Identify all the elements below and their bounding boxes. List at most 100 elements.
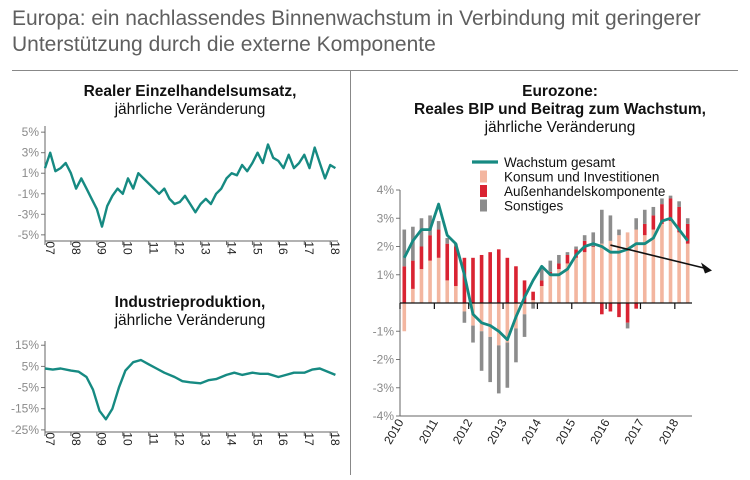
gdp-chart-subtitle: Reales BIP und Beitrag zum Wachstum, (414, 101, 706, 118)
retail-ytick-label: -3% (18, 207, 40, 221)
industry-ytick-label: 15% (15, 338, 39, 352)
gdp-xtick-label: 2012 (450, 416, 476, 446)
industry-ytick-label: -5% (18, 381, 40, 395)
gdp-bar-consumption (454, 286, 458, 303)
gdp-bar-consumption (557, 269, 561, 303)
gdp-bar-external (505, 257, 510, 303)
gdp-bar-other (565, 252, 570, 255)
gdp-bar-external (600, 303, 604, 315)
gdp-bar-other (642, 209, 647, 224)
gdp-bar-external (522, 280, 527, 303)
gdp-bar-external (660, 204, 664, 224)
industry-xtick-label: 10 (121, 432, 135, 446)
gdp-bar-consumption (428, 260, 432, 303)
gdp-bar-other (617, 229, 621, 236)
gdp-bar-consumption (411, 288, 415, 303)
gdp-bar-consumption (591, 246, 596, 303)
industry-xtick-label: 13 (198, 432, 212, 446)
gdp-bar-external (565, 254, 570, 264)
gdp-bar-other (557, 254, 561, 264)
retail-xtick-label: 13 (198, 241, 212, 255)
gdp-bar-other (514, 328, 518, 363)
gdp-bar-external (531, 291, 535, 301)
gdp-bar-consumption (625, 232, 630, 303)
gdp-bar-consumption (685, 243, 690, 303)
gdp-bar-consumption (505, 303, 510, 343)
industry-ytick-label: -25% (11, 423, 39, 437)
gdp-chart-subtitle-2: jährliche Veränderung (484, 119, 636, 136)
panel-divider (350, 70, 351, 475)
gdp-bar-consumption (539, 286, 544, 303)
gdp-bar-external (514, 266, 518, 303)
gdp-bar-consumption (668, 221, 673, 303)
gdp-bar-other (651, 206, 656, 216)
gdp-bar-external (685, 223, 690, 244)
industry-xtick-label: 16 (276, 432, 290, 446)
retail-series-line (43, 143, 337, 228)
legend-swatch (480, 170, 487, 183)
gdp-chart-title: Eurozone: (522, 83, 598, 100)
gdp-bar-other (471, 325, 475, 343)
gdp-bar-external (608, 303, 613, 312)
gdp-bar-consumption (419, 269, 424, 303)
gdp-bar-other (445, 238, 450, 244)
gdp-bar-external (591, 246, 596, 247)
retail-xtick-label: 07 (43, 241, 57, 255)
retail-xtick-label: 08 (69, 241, 83, 255)
gdp-bar-other (531, 303, 535, 309)
gdp-bar-other (488, 336, 492, 383)
gdp-bar-external (428, 235, 432, 261)
retail-ytick-label: -1% (18, 187, 40, 201)
gdp-bar-consumption (548, 274, 553, 303)
gdp-bar-other (668, 195, 673, 199)
industry-xtick-label: 14 (224, 432, 238, 446)
gdp-total-growth-line (403, 202, 689, 342)
industry-chart-title: Industrieproduktion, (114, 294, 266, 311)
legend-swatch (480, 185, 487, 197)
gdp-trend-arrowhead (701, 262, 712, 274)
retail-xtick-label: 17 (302, 241, 316, 255)
gdp-bar-other (634, 218, 638, 230)
gdp-bar-external (445, 243, 450, 281)
retail-ytick-label: 5% (22, 125, 40, 139)
gdp-bar-external (668, 198, 673, 222)
retail-chart: 5% 3% 1% -1% -3% -5%07 08 09 10 11 12 13 14 15 16 17 18 (18, 125, 342, 255)
gdp-bar-consumption (634, 229, 638, 303)
gdp-trend-arrow (610, 244, 705, 269)
gdp-bar-other (600, 209, 604, 244)
gdp-bar-other (608, 215, 613, 241)
industry-xtick-label: 17 (302, 432, 316, 446)
industry-xtick-label: 15 (250, 432, 264, 446)
gdp-bar-other (539, 266, 544, 281)
retail-ytick-label: 3% (22, 146, 40, 160)
gdp-bar-consumption (582, 252, 587, 303)
gdp-bar-external (436, 229, 441, 258)
gdp-bar-external (411, 260, 415, 289)
gdp-bar-external (539, 280, 544, 287)
industry-ytick-label: 5% (22, 359, 40, 373)
gdp-bar-other (402, 229, 407, 267)
retail-xtick-label: 11 (147, 242, 161, 255)
gdp-bar-consumption (522, 303, 527, 315)
industry-ytick-label: -15% (11, 402, 39, 416)
gdp-bar-other (677, 201, 681, 207)
retail-xtick-label: 14 (224, 241, 238, 255)
gdp-bar-consumption (677, 232, 681, 303)
gdp-bar-external (634, 303, 638, 309)
gdp-xtick-label: 2018 (656, 416, 682, 446)
gdp-xtick-label: 2016 (587, 416, 613, 446)
retail-xtick-label: 15 (250, 241, 264, 255)
gdp-ytick-label: -4% (373, 409, 395, 423)
industry-xtick-label: 07 (43, 432, 57, 446)
gdp-bar-consumption (436, 257, 441, 303)
gdp-bar-consumption (479, 303, 484, 332)
gdp-xtick-label: 2014 (519, 416, 545, 446)
gdp-bar-external (479, 254, 484, 303)
retail-ytick-label: -5% (18, 228, 40, 242)
gdp-bar-consumption (642, 235, 647, 303)
gdp-ytick-label: 4% (377, 183, 395, 197)
retail-xtick-label: 16 (276, 241, 290, 255)
retail-xtick-label: 10 (121, 241, 135, 255)
gdp-ytick-label: -2% (373, 353, 395, 367)
legend-label: Konsum und Investitionen (504, 170, 659, 185)
